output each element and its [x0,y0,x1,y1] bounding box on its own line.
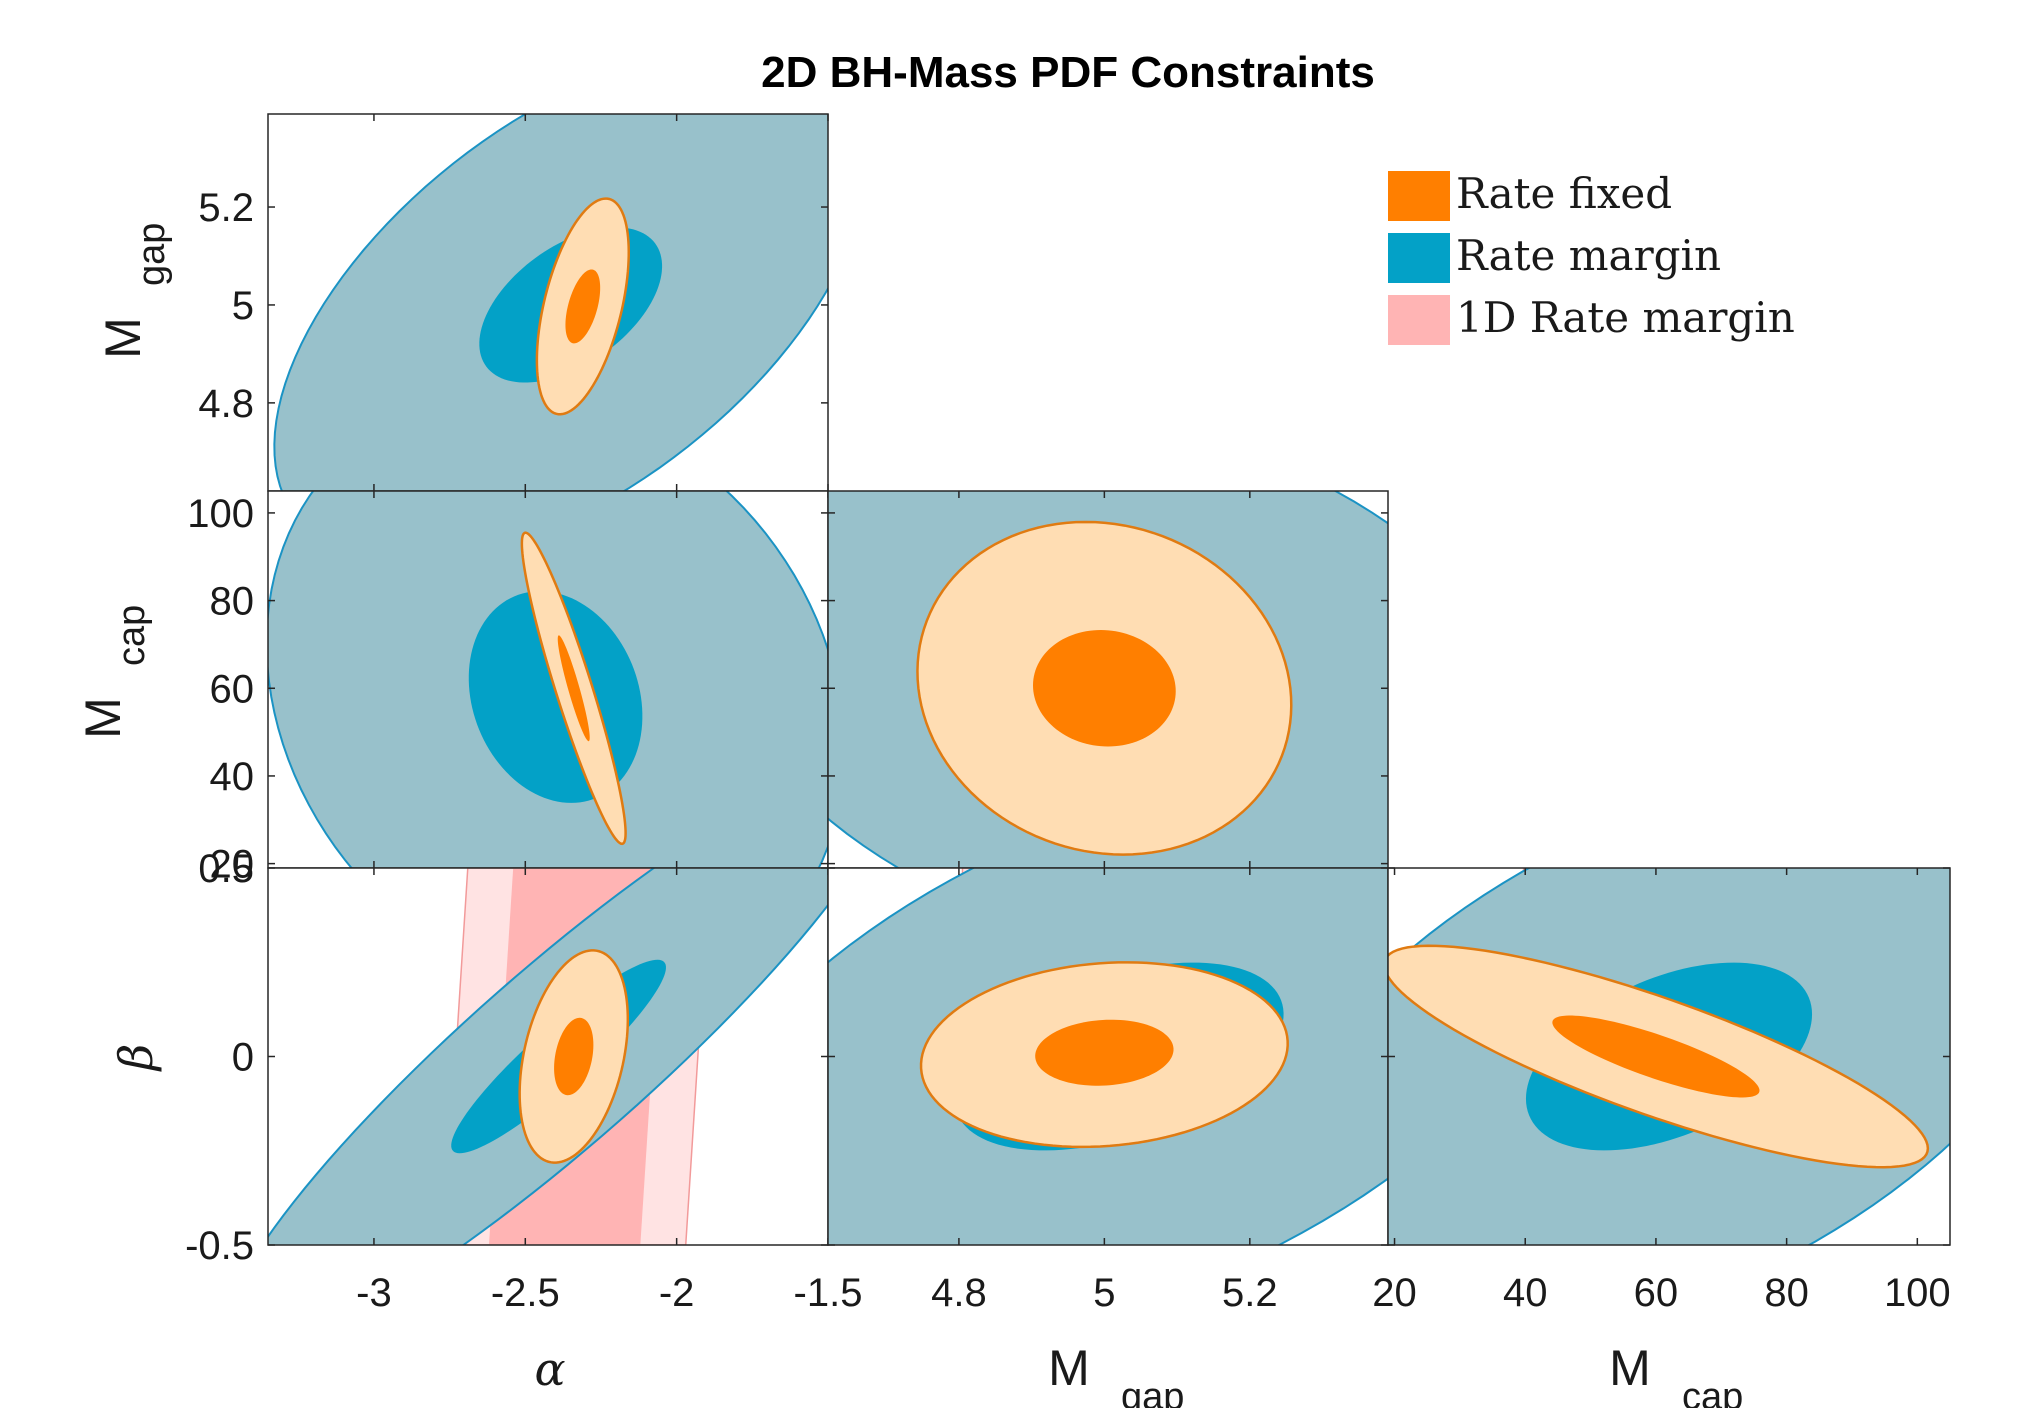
contour-rate-fixed-68 [557,635,590,742]
x-tick-label: -3 [356,1271,392,1315]
contour-rate-fixed-68 [554,1017,594,1096]
chart-title: 2D BH-Mass PDF Constraints [761,48,1375,97]
legend-swatch [1388,171,1450,221]
contour-rate-fixed-68 [565,269,601,344]
y-axis-title-beta-symbol: β [109,1044,163,1073]
legend-label: Rate margin [1456,231,1721,280]
y-tick-label: 5 [232,284,254,328]
contour-rate-fixed-68 [1035,1019,1174,1086]
panel-mgap-vs-mcap [827,490,1389,869]
x-tick-label: 100 [1884,1271,1951,1315]
y-axis-title-mcap-symbol: M [75,697,131,739]
y-tick-label: 5.2 [198,186,254,230]
x-tick-label: -2 [659,1271,695,1315]
y-axis-title-mgap-subscript: gap [131,223,173,286]
y-tick-label: 60 [210,667,255,711]
y-tick-label: 0.5 [198,847,254,891]
legend-swatch [1388,295,1450,345]
x-tick-label: 20 [1372,1271,1417,1315]
x-axis-title-mcap-subscript: cap [1682,1376,1743,1408]
panels-layer: -3 -2.5 -2 -1.5 4.8 5 5.2 20 40 60 80 100 4.8 5 5.2 20 4… [75,113,1951,1408]
x-tick-label: 5 [1093,1271,1115,1315]
y-axis-title-beta: β [109,1044,163,1073]
x-axis-title-mgap-symbol: M [1048,1340,1090,1396]
legend-label: Rate fixed [1456,169,1672,218]
panel-alpha-vs-beta [267,867,829,1246]
legend: Rate fixed Rate margin 1D Rate margin [1388,169,1795,345]
y-axis-title-mgap-symbol: M [95,317,151,359]
y-tick-label: 100 [187,492,254,536]
x-tick-label: 4.8 [931,1271,987,1315]
x-tick-label: 5.2 [1222,1271,1278,1315]
y-axis-title-mcap-subscript: cap [111,605,153,666]
y-tick-label: -0.5 [185,1224,254,1268]
panel-mcap-vs-beta [1387,867,1951,1246]
x-tick-label: -2.5 [491,1271,560,1315]
x-axis-title-mgap-subscript: gap [1121,1376,1184,1408]
y-tick-label: 80 [210,580,255,624]
x-tick-label: 40 [1503,1271,1548,1315]
x-tick-label: -1.5 [794,1271,863,1315]
y-tick-label: 20 [210,843,255,887]
x-tick-label: 80 [1764,1271,1809,1315]
panel-alpha-vs-mcap [267,490,829,869]
axes-labels: -3 -2.5 -2 -1.5 4.8 5 5.2 20 40 60 80 100 4.8 5 5.2 20 4… [75,186,1951,1408]
legend-label: 1D Rate margin [1456,293,1795,342]
panel-alpha-vs-mgap [267,113,829,492]
x-axis-title-mcap-symbol: M [1609,1340,1651,1396]
x-tick-label: 60 [1634,1271,1679,1315]
contour-rate-fixed-68 [1552,1015,1760,1098]
panel-mgap-vs-beta [827,867,1389,1246]
x-axis-title-alpha: α [534,1342,565,1396]
y-tick-label: 0 [232,1036,254,1080]
y-tick-label: 4.8 [198,382,254,426]
x-axis-title-alpha-symbol: α [534,1342,565,1396]
y-tick-label: 40 [210,755,255,799]
contour-rate-fixed-68 [1033,630,1176,747]
legend-swatch [1388,233,1450,283]
